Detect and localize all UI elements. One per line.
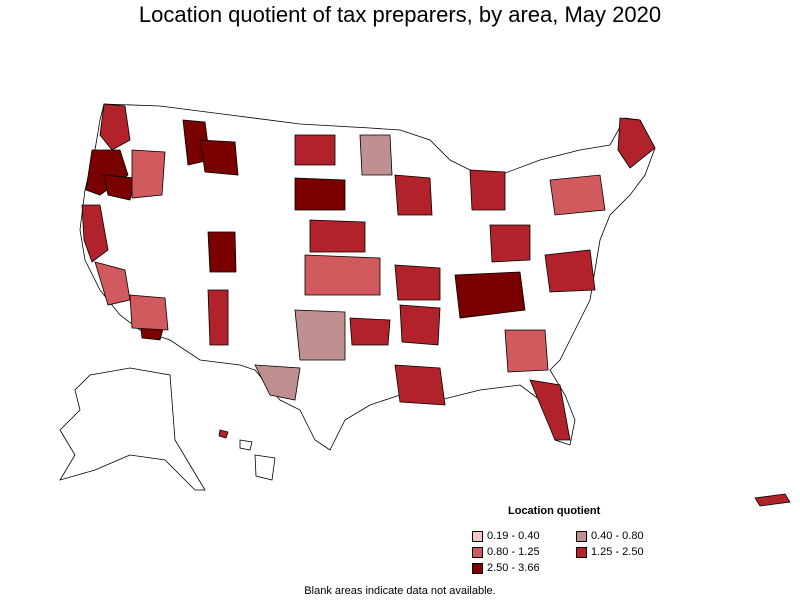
legend-label-1: 0.40 - 0.80: [591, 530, 644, 542]
region-minnesota-north: [359, 134, 393, 176]
legend-item-0: 0.19 - 0.40: [472, 530, 540, 542]
legend-label-2: 0.80 - 1.25: [487, 546, 540, 558]
region-georgia: [504, 329, 549, 373]
region-montana-west: [199, 139, 239, 176]
region-wisconsin: [394, 174, 433, 216]
region-arkansas: [399, 304, 441, 346]
puerto-rico-outline: [754, 493, 791, 507]
region-virginia: [544, 249, 596, 293]
map-title: Location quotient of tax preparers, by a…: [138, 2, 662, 27]
legend-swatch-1: [576, 530, 587, 542]
region-texas-panhandle: [294, 309, 346, 361]
legend-item-2: 0.80 - 1.25: [472, 546, 540, 558]
region-utah-east: [207, 231, 237, 273]
region-tennessee-kentucky: [454, 271, 526, 319]
legend-swatch-4: [472, 562, 483, 574]
region-nm-west: [207, 289, 229, 346]
region-south-dakota: [294, 177, 346, 211]
legend-swatch-0: [472, 530, 483, 542]
region-oklahoma: [349, 317, 391, 346]
hawaii-oahu: [218, 429, 229, 439]
legend-swatch-3: [576, 546, 587, 558]
puerto-rico: [754, 493, 791, 507]
hawaii-big-island: [254, 454, 276, 481]
region-arizona-west: [129, 294, 169, 331]
region-ohio: [489, 224, 531, 263]
region-missouri: [394, 264, 441, 301]
legend-label-0: 0.19 - 0.40: [487, 530, 540, 542]
legend-swatch-2: [472, 546, 483, 558]
region-michigan: [469, 169, 506, 211]
region-florida: [529, 379, 571, 441]
region-maine: [617, 117, 656, 169]
region-california-north: [81, 204, 109, 263]
region-new-york: [549, 174, 606, 216]
alaska-outline: [59, 367, 206, 491]
footnote: Blank areas indicate data not available.: [304, 585, 496, 597]
legend-title: Location quotient: [508, 505, 601, 517]
region-oregon-east: [131, 149, 166, 199]
region-north-dakota: [294, 134, 336, 166]
legend-item-3: 1.25 - 2.50: [576, 546, 644, 558]
legend-item-1: 0.40 - 0.80: [576, 530, 644, 542]
region-west-texas: [254, 364, 301, 401]
region-washington-west: [99, 103, 131, 151]
region-oregon-central: [103, 174, 136, 201]
hawaii-maui: [239, 439, 253, 451]
region-louisiana: [394, 364, 446, 406]
region-nebraska: [309, 219, 366, 253]
region-kansas: [304, 254, 381, 296]
legend-label-3: 1.25 - 2.50: [591, 546, 644, 558]
contiguous-us: [79, 103, 656, 451]
legend: Location quotient 0.19 - 0.40 0.40 - 0.8…: [468, 505, 668, 577]
hawaii: [218, 429, 276, 481]
alaska: [59, 367, 206, 491]
legend-label-4: 2.50 - 3.66: [487, 562, 540, 574]
legend-item-4: 2.50 - 3.66: [472, 562, 540, 574]
